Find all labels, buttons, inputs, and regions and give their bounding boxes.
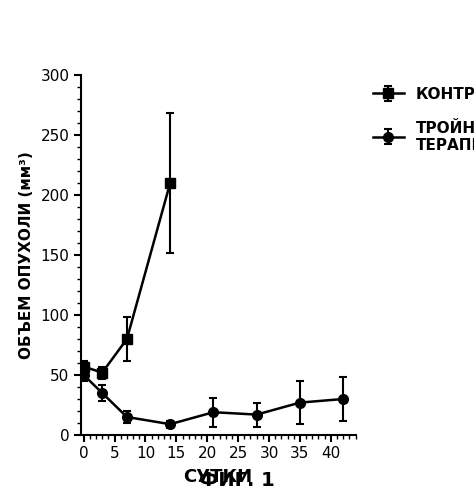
Text: ФИГ. 1: ФИГ. 1 [199, 471, 275, 490]
X-axis label: СУТКИ: СУТКИ [183, 468, 253, 486]
Y-axis label: ОБЪЕМ ОПУХОЛИ (мм³): ОБЪЕМ ОПУХОЛИ (мм³) [18, 151, 34, 359]
Legend: КОНТРОЛЬ, ТРОЙНАЯ
ТЕРАПИЯ: КОНТРОЛЬ, ТРОЙНАЯ ТЕРАПИЯ [369, 82, 474, 158]
